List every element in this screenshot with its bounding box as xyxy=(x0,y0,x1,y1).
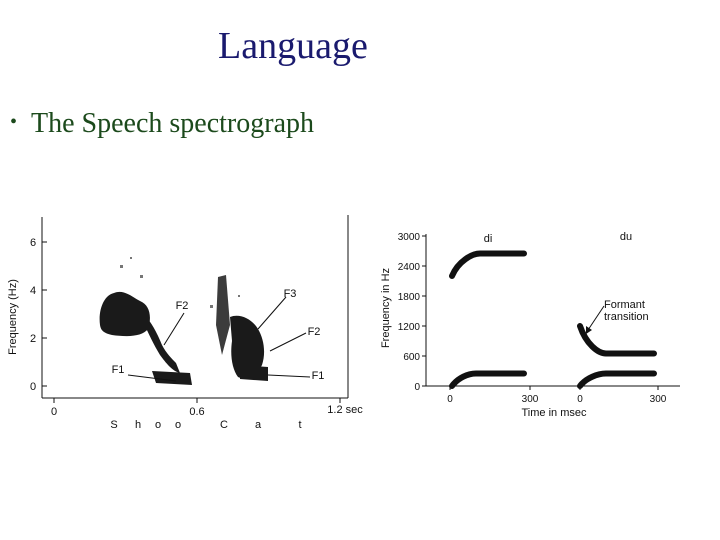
spectrogram-xtick-12: 1.2 sec xyxy=(327,404,363,416)
formant-annotation-line1: Formant xyxy=(604,299,645,311)
formant-label-f2-shoo: F2 xyxy=(176,300,189,312)
phoneme-label: h xyxy=(135,419,141,431)
syllable-label-du: du xyxy=(620,231,632,243)
energy-cat-vowel xyxy=(230,315,265,379)
formant-xtick: 0 xyxy=(577,394,583,405)
formant-x-ticks: 0 300 0 300 xyxy=(447,386,667,405)
formant-xtick: 0 xyxy=(447,394,453,405)
du-f2-band xyxy=(577,323,657,357)
bullet-item: • The Speech spectrograph xyxy=(10,108,314,140)
formant-ytick: 600 xyxy=(403,352,420,363)
di-f2-band xyxy=(449,250,527,279)
phoneme-label: S xyxy=(110,419,117,431)
slide-title: Language xyxy=(218,25,368,67)
formant-y-ticks: 0 600 1200 1800 2400 3000 xyxy=(398,232,426,393)
formant-label-f1-cat: F1 xyxy=(312,370,325,382)
formant-ytick: 3000 xyxy=(398,232,421,243)
formant-ytick: 0 xyxy=(414,382,420,393)
formant-x-label: Time in msec xyxy=(522,407,587,419)
spectrogram-phonemes: S h o o C a t xyxy=(110,419,301,431)
energy-cat-burst xyxy=(216,275,230,355)
spectrogram-y-ticks: 0 2 4 6 xyxy=(30,237,47,393)
formant-ytick: 2400 xyxy=(398,262,421,273)
phoneme-label: C xyxy=(220,419,228,431)
formant-label-f3-cat: F3 xyxy=(284,288,297,300)
syllable-label-di: di xyxy=(484,233,493,245)
energy-cat-f1 xyxy=(240,365,268,381)
spectrogram-ytick-6: 6 xyxy=(30,237,36,249)
energy-shoo-vowel-f2 xyxy=(144,317,180,373)
formant-label-f2-cat: F2 xyxy=(308,326,321,338)
phoneme-label: o xyxy=(175,419,181,431)
formant-bands xyxy=(449,250,657,389)
formant-y-label: Frequency in Hz xyxy=(380,268,392,348)
formant-ytick: 1200 xyxy=(398,322,421,333)
spectrogram-y-label: Frequency (Hz) xyxy=(7,279,19,355)
energy-shoo-vowel-f1 xyxy=(152,371,192,385)
du-f1-band xyxy=(577,370,657,389)
spectrogram-xtick-06: 0.6 xyxy=(189,406,204,418)
formant-xtick: 300 xyxy=(522,394,539,405)
bullet-dot-icon: • xyxy=(10,111,18,133)
spectrogram-leader-lines xyxy=(127,296,311,382)
phoneme-label: a xyxy=(255,419,262,431)
energy-shoo-fricative xyxy=(99,291,150,337)
bullet-text: The Speech spectrograph xyxy=(31,108,315,139)
spectrogram-x-ticks: 0 0.6 1.2 sec xyxy=(51,398,363,418)
formant-xtick: 300 xyxy=(650,394,667,405)
formant-ytick: 1800 xyxy=(398,292,421,303)
spectrogram-figure: Frequency (Hz) 0 2 4 6 0 0.6 1.2 sec S h… xyxy=(7,215,363,431)
phoneme-label: t xyxy=(298,419,301,431)
formant-transition-figure: Frequency in Hz 0 600 1200 1800 2400 300… xyxy=(380,231,680,419)
phoneme-label: o xyxy=(155,419,161,431)
spectrogram-energy xyxy=(99,257,268,385)
spectrogram-xtick-0: 0 xyxy=(51,406,57,418)
spectrogram-ytick-2: 2 xyxy=(30,333,36,345)
spectrogram-ytick-4: 4 xyxy=(30,285,36,297)
annotation-arrow-icon xyxy=(586,305,605,334)
formant-label-f1-shoo: F1 xyxy=(112,364,125,376)
di-f1-band xyxy=(449,370,527,389)
formant-annotation-line2: transition xyxy=(604,311,649,323)
spectrogram-ytick-0: 0 xyxy=(30,381,36,393)
